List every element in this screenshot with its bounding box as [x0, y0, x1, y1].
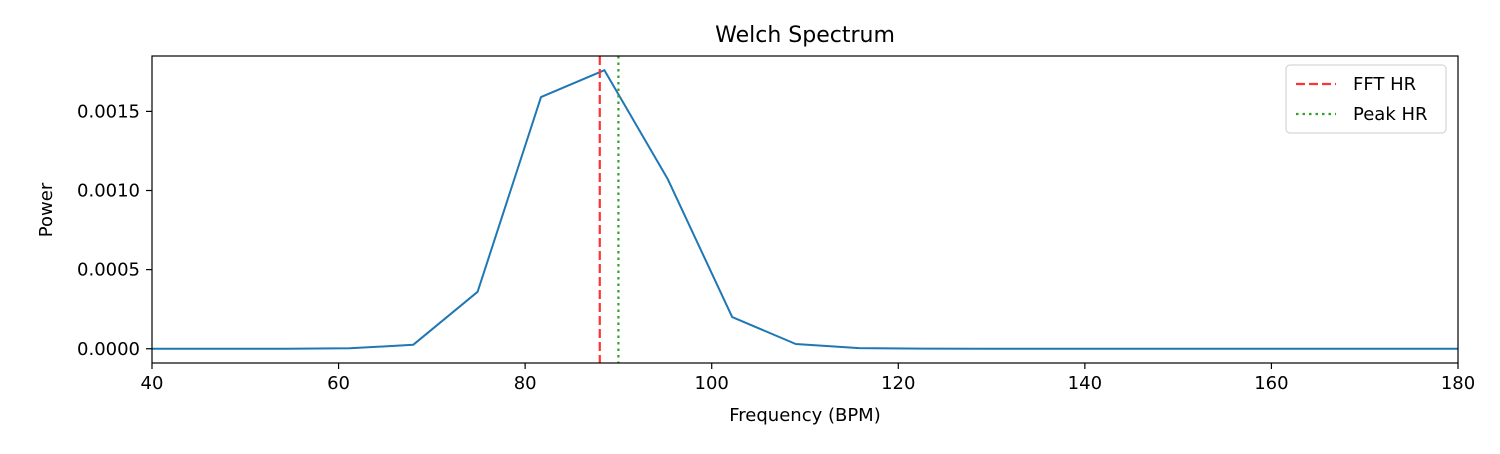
- y-axis-ticks: 0.0000 0.0005 0.0010 0.0015: [77, 101, 152, 360]
- data-point: [603, 69, 605, 71]
- legend-label-fft-hr: FFT HR: [1353, 74, 1416, 95]
- data-point: [923, 348, 925, 350]
- legend-frame: [1285, 64, 1447, 134]
- x-tick-label: 40: [141, 373, 164, 394]
- x-tick-label: 80: [514, 373, 537, 394]
- data-point: [795, 343, 797, 345]
- x-axis-ticks: 40 60 80 100 120 140 160 180: [141, 363, 1475, 394]
- data-point: [412, 344, 414, 346]
- y-axis-label: Power: [36, 182, 57, 237]
- data-point: [540, 96, 542, 98]
- data-point: [986, 348, 988, 350]
- data-point: [1305, 348, 1307, 350]
- plot-area: [152, 56, 1458, 363]
- y-tick-label: 0.0005: [77, 260, 140, 281]
- x-tick-label: 180: [1441, 373, 1475, 394]
- series-line-0: [152, 69, 1458, 350]
- data-point: [1049, 348, 1051, 350]
- data-point: [284, 348, 286, 350]
- y-tick-label: 0.0010: [77, 181, 140, 202]
- data-point: [349, 347, 351, 349]
- plot-content: [152, 56, 1458, 363]
- data-point: [477, 291, 479, 293]
- data-point: [1241, 348, 1243, 350]
- data-point: [1177, 348, 1179, 350]
- x-tick-label: 140: [1068, 373, 1102, 394]
- data-point: [858, 347, 860, 349]
- data-point: [221, 348, 223, 350]
- data-point: [667, 178, 669, 180]
- data-point: [1368, 348, 1370, 350]
- x-tick-label: 100: [695, 373, 729, 394]
- data-point: [1114, 348, 1116, 350]
- chart-title: Welch Spectrum: [715, 23, 895, 48]
- plot-frame: [151, 55, 1459, 364]
- data-point: [1432, 348, 1434, 350]
- x-tick-label: 120: [881, 373, 915, 394]
- legend: FFT HR Peak HR: [1285, 64, 1447, 134]
- legend-label-peak-hr: Peak HR: [1353, 104, 1428, 125]
- y-tick-label: 0.0015: [77, 101, 140, 122]
- x-tick-label: 160: [1254, 373, 1288, 394]
- y-tick-label: 0.0000: [77, 339, 140, 360]
- x-axis-label: Frequency (BPM): [729, 405, 881, 426]
- x-tick-label: 60: [327, 373, 350, 394]
- data-point: [731, 316, 733, 318]
